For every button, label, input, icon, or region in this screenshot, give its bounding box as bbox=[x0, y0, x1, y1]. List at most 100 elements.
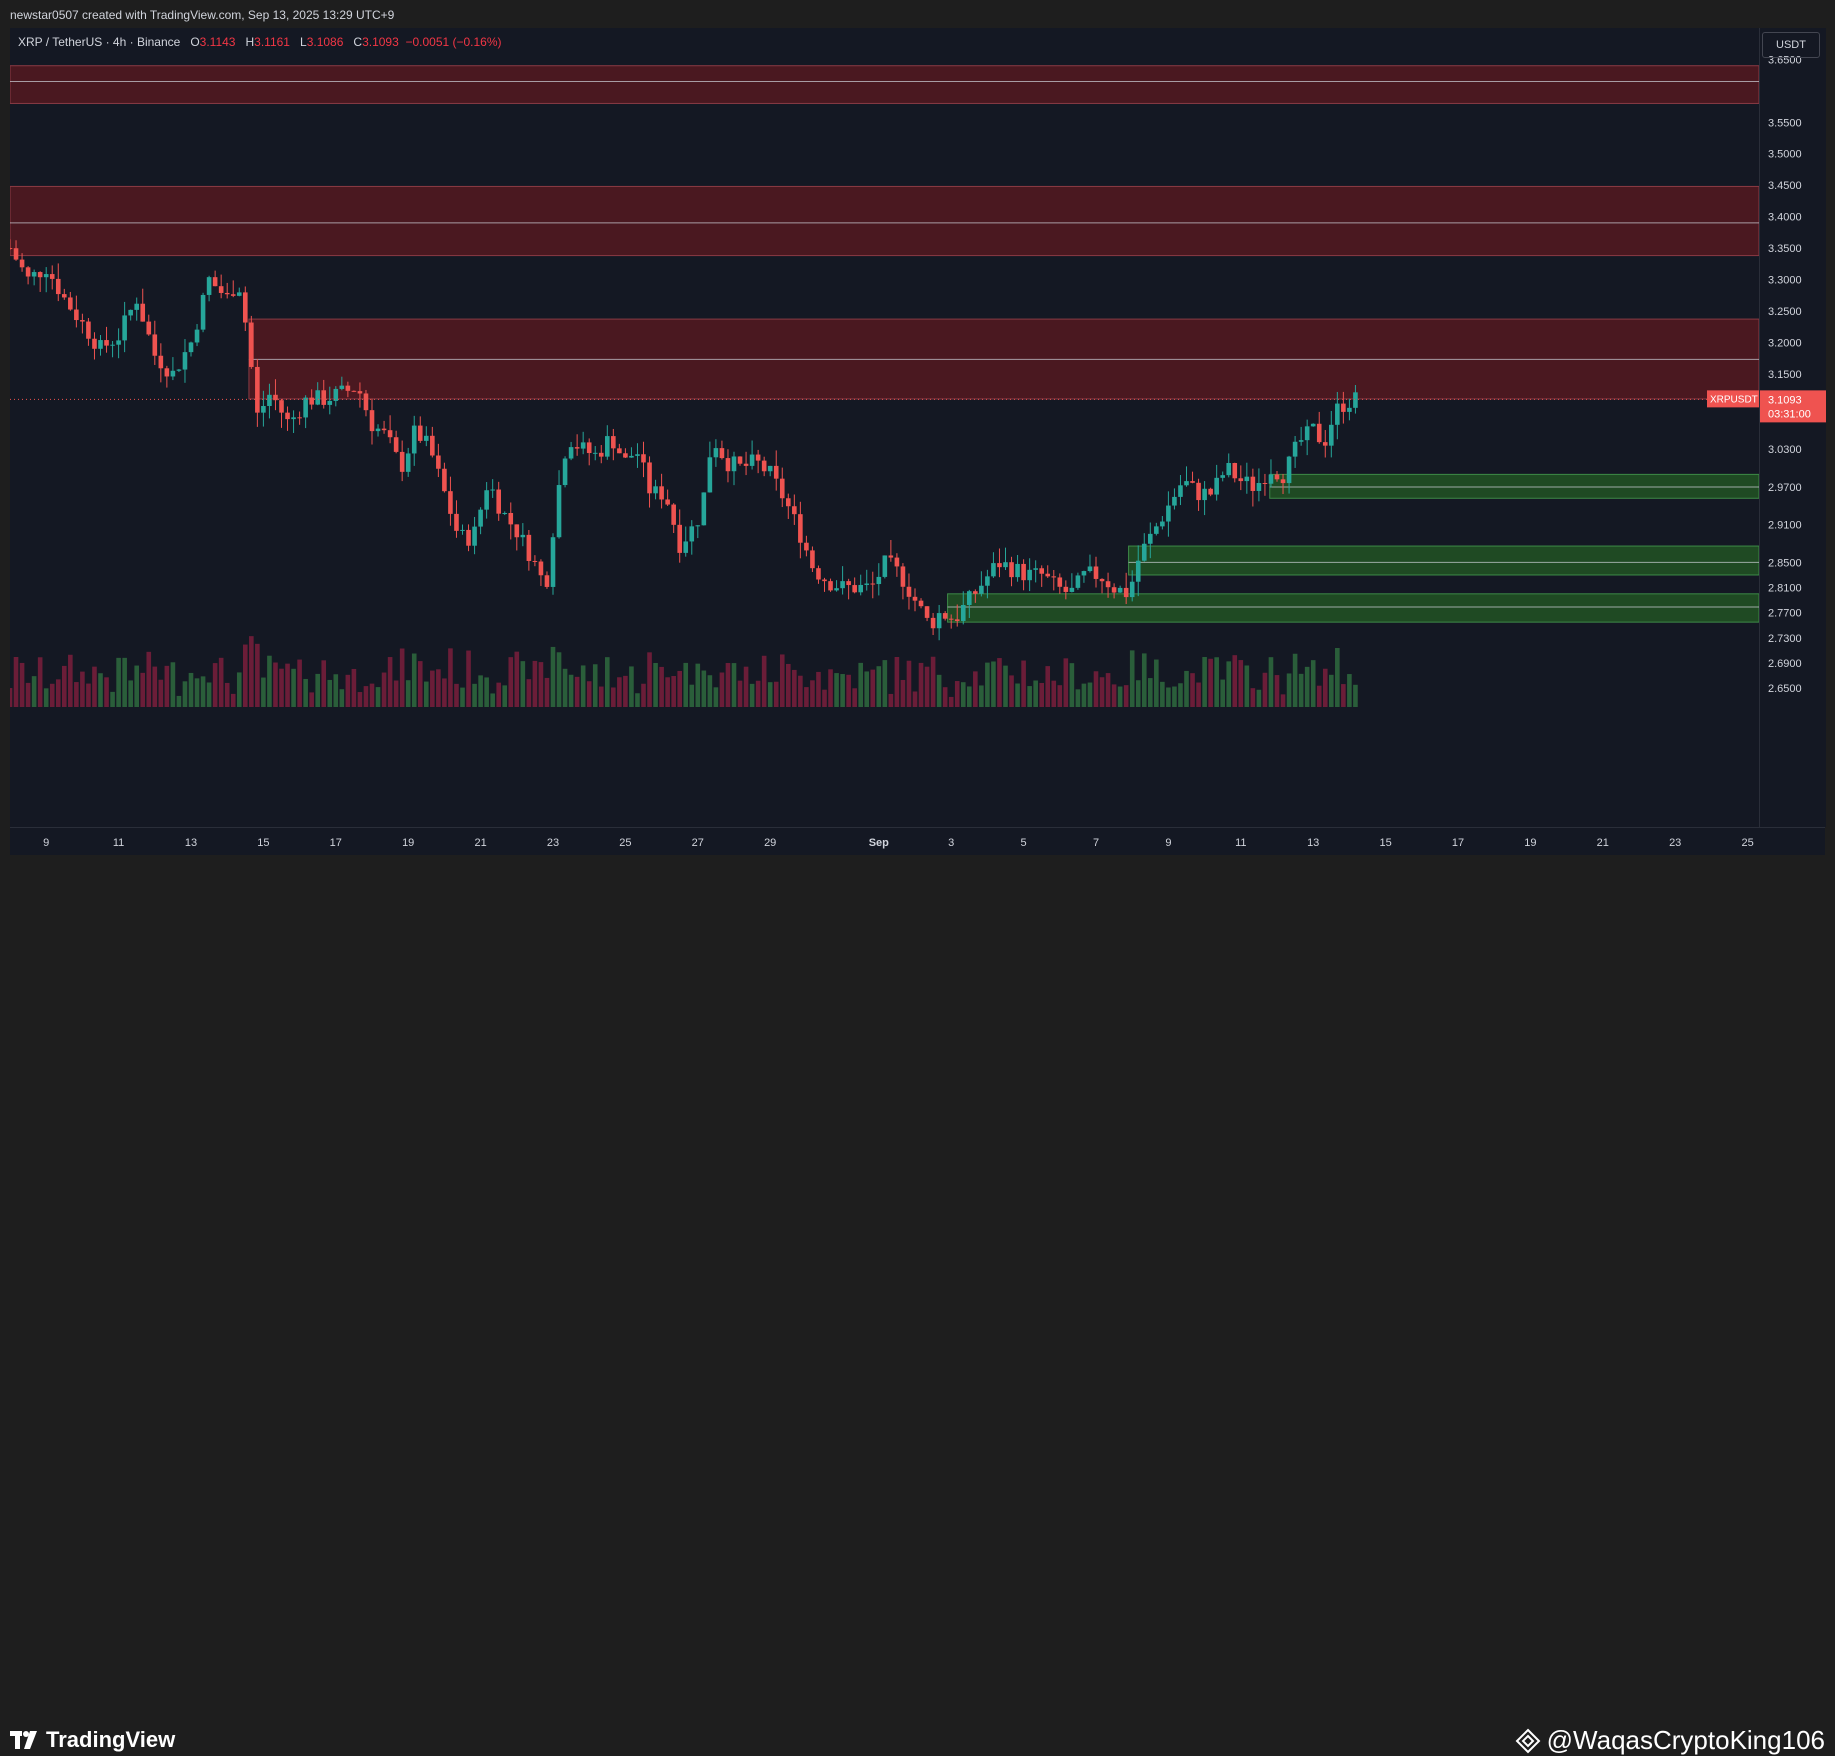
candle-body bbox=[212, 277, 218, 287]
ticker-badge bbox=[1707, 390, 1759, 408]
price-tick-label: 2.7300 bbox=[1768, 633, 1802, 645]
countdown-label: 03:31:00 bbox=[1768, 408, 1811, 420]
candle-body bbox=[822, 579, 827, 582]
high-value: 3.1161 bbox=[254, 35, 290, 49]
volume-bar bbox=[1322, 668, 1328, 707]
candle-body bbox=[122, 315, 127, 341]
candle-body bbox=[689, 526, 695, 542]
volume-bar bbox=[840, 674, 845, 707]
time-tick-label: Sep bbox=[869, 837, 889, 849]
candle-body bbox=[562, 458, 568, 486]
candle-body bbox=[375, 428, 381, 432]
candle-body bbox=[858, 584, 863, 593]
candle-body bbox=[152, 334, 158, 356]
candle-body bbox=[1262, 482, 1268, 484]
candle-body bbox=[43, 274, 49, 278]
volume-bar bbox=[472, 683, 477, 707]
volume-bar bbox=[110, 691, 115, 707]
volume-bar bbox=[623, 675, 628, 707]
candle-body bbox=[598, 452, 604, 457]
volume-bar bbox=[1172, 686, 1177, 707]
volume-bar bbox=[725, 663, 731, 707]
candle-body bbox=[1027, 569, 1032, 581]
time-tick-label: 11 bbox=[113, 837, 124, 849]
brand-name: TradingView bbox=[46, 1727, 176, 1752]
volume-bar bbox=[1135, 680, 1141, 707]
candle-body bbox=[665, 499, 670, 505]
ticker-label: XRPUSDT bbox=[1710, 394, 1758, 405]
candle-body bbox=[816, 568, 821, 580]
candle-body bbox=[13, 248, 19, 260]
candle-body bbox=[1075, 575, 1081, 588]
volume-bar bbox=[1099, 677, 1105, 707]
high-label: H bbox=[245, 35, 255, 49]
candle-body bbox=[1057, 577, 1063, 587]
candle-body bbox=[520, 534, 526, 538]
volume-bar bbox=[200, 676, 206, 707]
volume-bar bbox=[170, 662, 176, 707]
candle-body bbox=[852, 585, 857, 593]
volume-bar bbox=[448, 648, 453, 707]
candle-body bbox=[840, 581, 845, 589]
candle-body bbox=[261, 406, 266, 413]
volume-bar bbox=[773, 681, 779, 707]
candle-body bbox=[653, 486, 658, 494]
volume-bar bbox=[1202, 657, 1207, 707]
tradingview-logo[interactable]: TradingView bbox=[10, 1727, 175, 1753]
candle-body bbox=[810, 550, 815, 569]
volume-bar bbox=[665, 677, 670, 707]
candle-body bbox=[206, 277, 212, 295]
candle-body bbox=[430, 435, 435, 456]
candle-body bbox=[1154, 526, 1159, 534]
time-tick-label: 23 bbox=[1669, 837, 1681, 849]
candle-body bbox=[134, 303, 139, 310]
candle-body bbox=[1178, 485, 1183, 497]
candle-body bbox=[713, 448, 719, 458]
time-tick-label: 17 bbox=[330, 837, 342, 849]
volume-bar bbox=[755, 680, 761, 707]
volume-bar bbox=[218, 657, 224, 707]
symbol-name[interactable]: XRP / TetherUS · 4h · Binance bbox=[18, 35, 181, 49]
candle-body bbox=[110, 344, 115, 346]
time-tick-label: 27 bbox=[692, 837, 704, 849]
candle-body bbox=[1232, 463, 1238, 479]
time-tick-label: 3 bbox=[948, 837, 954, 849]
volume-bar bbox=[1220, 679, 1225, 707]
candle-body bbox=[104, 340, 109, 346]
volume-bar bbox=[1093, 671, 1099, 707]
price-tick-label: 3.3500 bbox=[1768, 243, 1802, 255]
candle-body bbox=[1286, 456, 1292, 484]
price-axis-labels: 3.6500 3.5500 3.5000 3.4500 3.4000 3.3500 3.30… bbox=[1760, 54, 1826, 695]
volume-bar bbox=[991, 661, 996, 707]
time-axis[interactable]: 9 11 13 15 17 19 21 23 25 27 29 Sep 3 5 7 9 11 13 15 17 19 21… bbox=[10, 827, 1825, 856]
chart-pane[interactable]: XRPUSDT bbox=[10, 28, 1759, 827]
volume-bar bbox=[1238, 660, 1244, 707]
volume-bar bbox=[152, 666, 158, 707]
candlestick-chart[interactable]: XRPUSDT bbox=[10, 28, 1759, 827]
volume-bar bbox=[1051, 680, 1057, 707]
low-label: L bbox=[300, 35, 307, 49]
volume-bar bbox=[683, 662, 689, 707]
volume-bar bbox=[792, 669, 797, 707]
candle-body bbox=[1316, 423, 1322, 443]
price-axis[interactable]: 3.6500 3.5500 3.5000 3.4500 3.4000 3.3500 3.30… bbox=[1759, 28, 1826, 827]
candle-body bbox=[1021, 563, 1026, 581]
candle-body bbox=[436, 455, 441, 469]
candle-body bbox=[574, 447, 580, 449]
volume-bar bbox=[1178, 683, 1183, 707]
open-value: 3.1143 bbox=[199, 35, 236, 49]
currency-unit-button[interactable]: USDT bbox=[1762, 32, 1820, 58]
volume-bar bbox=[484, 677, 489, 707]
volume-bar bbox=[779, 654, 785, 707]
volume-bar bbox=[387, 657, 393, 707]
candle-body bbox=[888, 555, 894, 558]
time-tick-label: 9 bbox=[1165, 837, 1171, 849]
volume-bar bbox=[92, 666, 97, 707]
close-value: 3.1093 bbox=[362, 35, 399, 49]
volume-bar bbox=[442, 678, 447, 707]
candle-body bbox=[1226, 463, 1232, 476]
time-tick-label: 25 bbox=[1741, 837, 1753, 849]
volume-bar bbox=[707, 675, 713, 707]
candle-body bbox=[967, 591, 972, 606]
candle-body bbox=[327, 400, 333, 405]
